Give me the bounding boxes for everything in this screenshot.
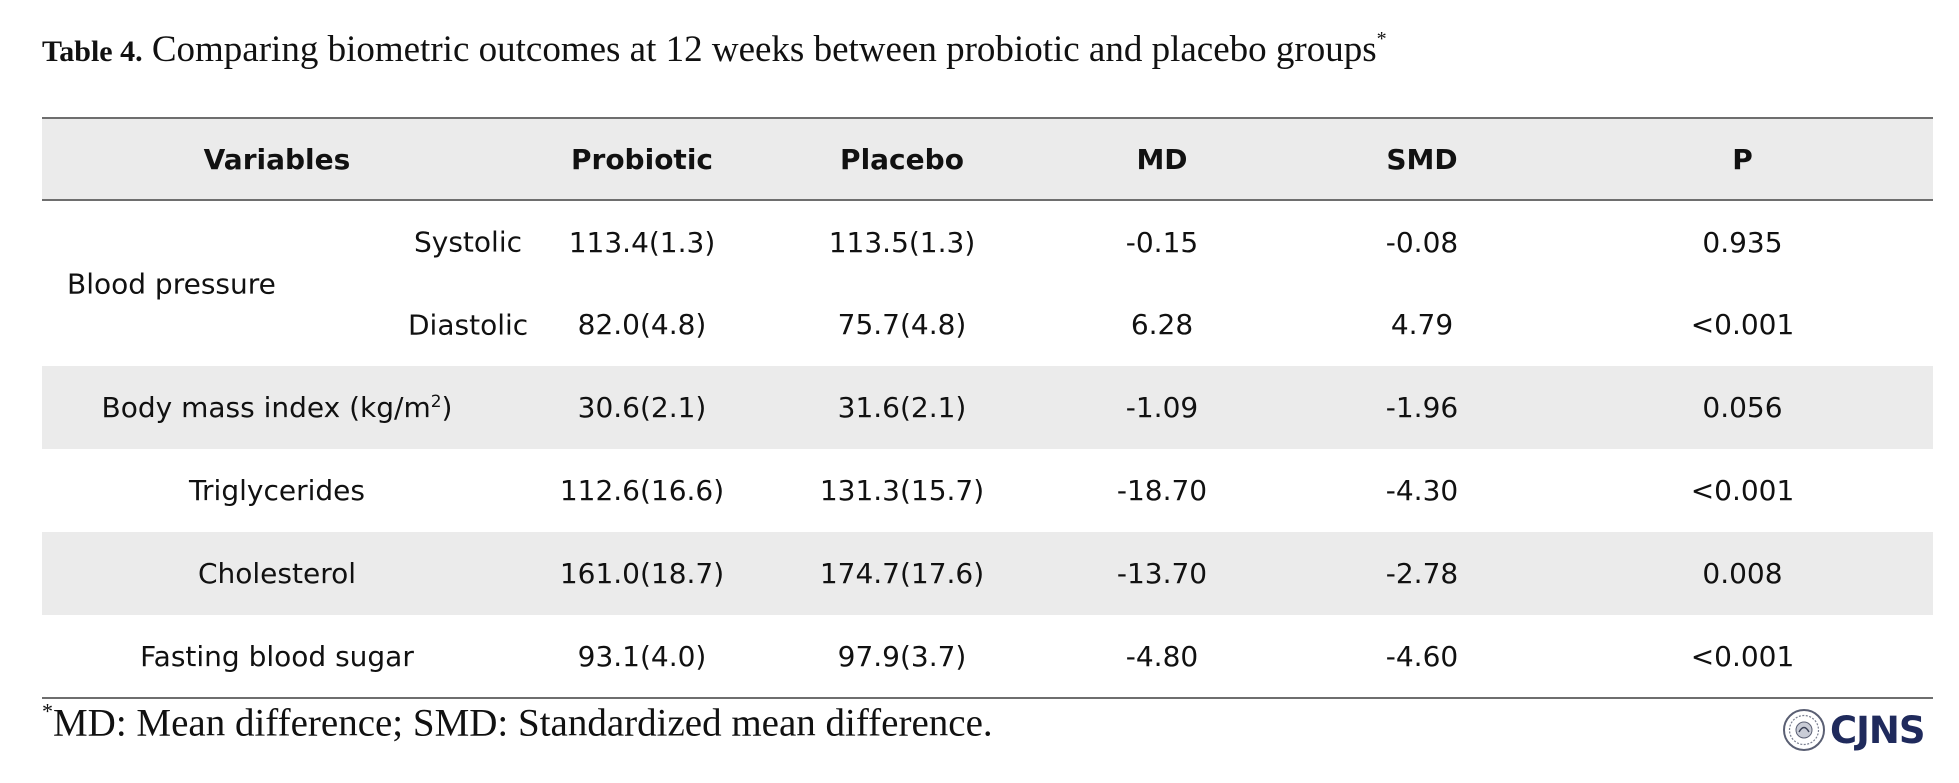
table-row-cholesterol: Cholesterol 161.0(18.7) 174.7(17.6) -13.…	[42, 532, 1933, 615]
cholesterol-placebo: 174.7(17.6)	[819, 557, 985, 590]
systolic-probiotic: 113.4(1.3)	[568, 225, 716, 259]
triglycerides-placebo: 131.3(15.7)	[819, 474, 985, 507]
journal-seal-icon	[1783, 709, 1825, 751]
diastolic-label: Diastolic	[408, 308, 529, 342]
biometric-outcomes-table: Variables Probiotic Placebo MD SMD P Blo…	[42, 117, 1933, 699]
diastolic-placebo: 75.7(4.8)	[837, 308, 967, 341]
cholesterol-md: -13.70	[1116, 557, 1208, 590]
systolic-p: 0.935	[1702, 225, 1783, 259]
cholesterol-p: 0.008	[1702, 557, 1783, 590]
cholesterol-smd: -2.78	[1385, 557, 1459, 590]
diastolic-smd: 4.79	[1390, 308, 1454, 341]
triglycerides-md: -18.70	[1116, 474, 1208, 507]
fasting-blood-sugar-placebo: 97.9(3.7)	[772, 615, 1032, 699]
systolic-smd: -0.08	[1385, 225, 1459, 259]
header-variables: Variables	[42, 117, 512, 201]
systolic-placebo: 113.5(1.3)	[828, 225, 976, 259]
table-caption: Table 4. Comparing biometric outcomes at…	[42, 28, 1387, 71]
bmi-label: Body mass index (kg/m2)	[101, 391, 453, 424]
fasting-blood-sugar-label: Fasting blood sugar	[42, 615, 512, 699]
header-md: MD	[1032, 117, 1292, 201]
blood-pressure-cell: Blood pressure Systolic Diastolic	[42, 200, 528, 366]
header-row: Variables Probiotic Placebo MD SMD P	[42, 117, 1933, 201]
diastolic-probiotic: 82.0(4.8)	[577, 308, 707, 341]
triglycerides-smd: -4.30	[1385, 474, 1459, 507]
fasting-blood-sugar-p: <0.001	[1552, 615, 1933, 699]
bmi-probiotic: 30.6(2.1)	[577, 391, 707, 424]
blood-pressure-label: Blood pressure	[67, 267, 276, 300]
triglycerides-label: Triglycerides	[189, 474, 365, 507]
footnote-marker: *	[42, 698, 53, 724]
header-placebo: Placebo	[772, 117, 1032, 201]
fasting-blood-sugar-smd: -4.60	[1292, 615, 1552, 699]
header-p: P	[1552, 117, 1933, 201]
bmi-smd: -1.96	[1385, 391, 1459, 424]
table-row-systolic: Blood pressure Systolic Diastolic 113.4(…	[42, 200, 1933, 342]
caption-footnote-marker: *	[1376, 28, 1387, 50]
diastolic-p: <0.001	[1690, 308, 1795, 341]
table-title: Comparing biometric outcomes at 12 weeks…	[151, 29, 1377, 70]
bmi-placebo: 31.6(2.1)	[837, 391, 967, 424]
diastolic-md: 6.28	[1130, 308, 1194, 341]
table-row-bmi: Body mass index (kg/m2) 30.6(2.1) 31.6(2…	[42, 366, 1933, 449]
bmi-superscript: 2	[430, 392, 442, 412]
fasting-blood-sugar-probiotic: 93.1(4.0)	[512, 615, 772, 699]
table-footnote: *MD: Mean difference; SMD: Standardized …	[42, 699, 993, 746]
bmi-md: -1.09	[1125, 391, 1199, 424]
bmi-p: 0.056	[1702, 391, 1783, 424]
table-row-diastolic: 82.0(4.8) 75.7(4.8) 6.28 4.79 <0.001	[42, 283, 1933, 366]
fasting-blood-sugar-md: -4.80	[1032, 615, 1292, 699]
table-row-fasting-blood-sugar: Fasting blood sugar 93.1(4.0) 97.9(3.7) …	[42, 615, 1933, 699]
footnote-text: MD: Mean difference; SMD: Standardized m…	[53, 701, 993, 745]
cholesterol-label: Cholesterol	[197, 557, 357, 590]
triglycerides-p: <0.001	[1690, 474, 1795, 507]
systolic-md: -0.15	[1125, 225, 1199, 259]
table-number: Table 4.	[42, 35, 143, 68]
header-smd: SMD	[1292, 117, 1552, 201]
triglycerides-probiotic: 112.6(16.6)	[559, 474, 725, 507]
header-probiotic: Probiotic	[512, 117, 772, 201]
systolic-label: Systolic	[414, 225, 522, 259]
cholesterol-probiotic: 161.0(18.7)	[559, 557, 725, 590]
table-row-triglycerides: Triglycerides 112.6(16.6) 131.3(15.7) -1…	[42, 449, 1933, 532]
journal-logo-text: CJNS	[1830, 709, 1926, 752]
journal-logo: CJNS	[1782, 708, 1942, 756]
